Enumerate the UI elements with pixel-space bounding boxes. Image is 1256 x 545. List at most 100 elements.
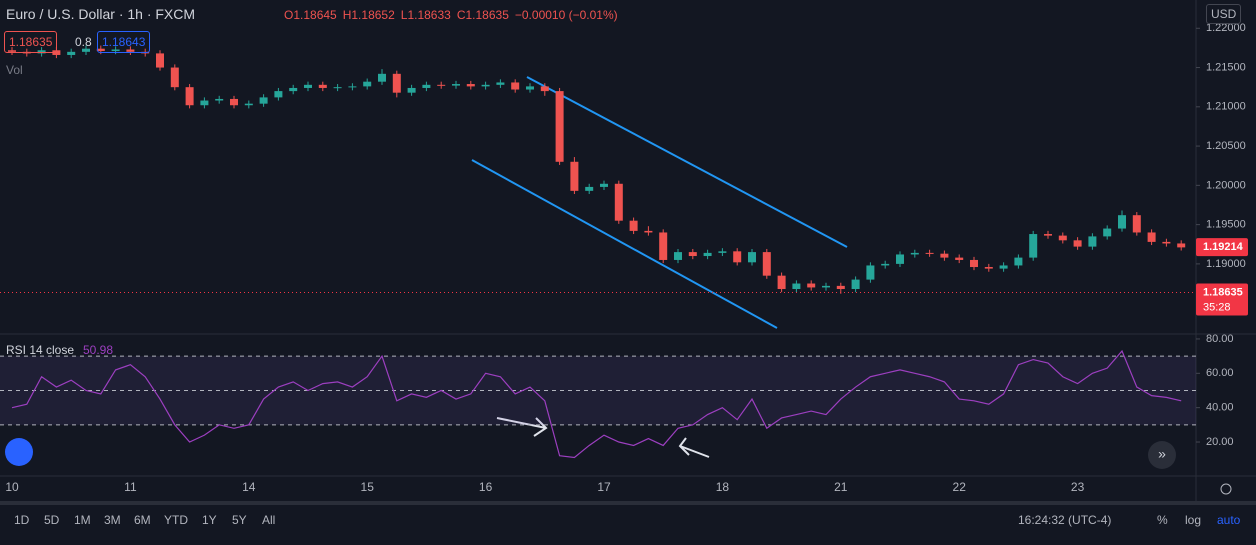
candle-body [925,252,934,254]
candle-body [111,49,120,52]
sell-button[interactable]: 1.18635 [4,31,58,53]
y-tick-label: 60.00 [1206,367,1234,379]
candle-body [540,86,549,92]
candle-body [970,259,978,268]
symbol-title[interactable]: Euro / U.S. Dollar · 1h · FXCM [6,6,196,22]
candle-body [674,252,682,260]
range-button[interactable]: 6M [134,513,151,527]
channel-lower[interactable] [471,159,778,329]
range-button[interactable]: YTD [164,513,188,527]
high: H1.18652 [342,8,395,22]
x-tick-label: 14 [242,480,256,494]
arrow-left[interactable] [678,437,710,458]
rsi-line [11,349,1182,459]
rsi-band [0,356,1196,425]
channel-upper[interactable] [526,76,848,248]
candle-body [822,285,830,288]
candle-body [703,252,712,257]
indicator-value: 50.98 [83,343,113,357]
candle-body [555,91,564,162]
x-tick-label: 22 [953,480,967,494]
candle-body [126,49,135,52]
y-tick-label: 80.00 [1206,333,1234,345]
candle-body [437,84,446,86]
candle-body [52,50,61,55]
candle-body [614,183,623,221]
x-tick-label: 18 [716,480,730,494]
candle-body [762,252,771,276]
x-tick-label: 17 [597,480,611,494]
candle-body [940,253,949,258]
price-tag [1196,283,1248,316]
range-button[interactable]: 5Y [232,513,247,527]
candle-body [688,252,697,257]
candle-body [1029,234,1038,258]
candle-body [200,100,209,106]
range-button[interactable]: All [262,513,276,527]
price-tag [1196,238,1248,257]
currency-button[interactable]: USD [1206,4,1242,24]
y-tick-label: 40.00 [1206,402,1234,414]
candle-body [807,283,816,288]
candle-body [644,230,653,233]
percent-button[interactable]: % [1157,513,1168,527]
candle-body [896,254,904,264]
candle-body [96,48,105,52]
candle-body [585,186,594,191]
candle-body [748,252,756,263]
open: O1.18645 [284,8,337,22]
range-button[interactable]: 5D [44,513,60,527]
candle-body [881,263,890,266]
candle-body [82,48,90,52]
candle-body [836,285,845,290]
candle-body [170,67,179,88]
spread: 0.8 [75,35,92,49]
candle-body [1162,241,1171,244]
candle-body [792,283,801,290]
arrow-right[interactable] [496,417,548,437]
candle-body [304,84,312,88]
candle-body [999,265,1008,269]
candle-body [318,84,327,88]
change: −0.00010 (−0.01%) [514,8,618,22]
auto-button[interactable]: auto [1217,513,1241,527]
close: C1.18635 [456,8,509,22]
scroll-button[interactable] [1148,441,1176,469]
range-button[interactable]: 1M [74,513,91,527]
candle-body [1088,236,1097,247]
logo-button[interactable] [5,438,33,466]
candle-body [185,87,194,106]
price-tag-label: 1.19214 [1203,241,1244,253]
range-button[interactable]: 1Y [202,513,217,527]
candle-body [1058,235,1067,241]
candle-body [244,103,253,106]
candle-body [733,251,742,263]
clock: 16:24:32 (UTC-4) [1018,513,1112,527]
settings-icon[interactable] [1220,483,1232,495]
buy-button[interactable]: 1.18643 [97,31,151,53]
candle-body [1014,257,1023,266]
candle-body [496,82,505,85]
candle-body [955,257,964,260]
y-tick-label: 1.19000 [1206,258,1246,270]
y-tick-label: 1.21000 [1206,101,1246,113]
range-button[interactable]: 1D [14,513,30,527]
candle-body [67,51,76,55]
candle-body [274,91,283,98]
candle-body [230,98,238,106]
candle-body [156,53,164,68]
candle-body [37,50,46,54]
x-tick-label: 16 [479,480,493,494]
candle-body [452,84,460,86]
candle-body [600,183,608,187]
range-button[interactable]: 3M [104,513,121,527]
y-tick-label: 20.00 [1206,436,1234,448]
log-button[interactable]: log [1185,513,1202,527]
ohlc-legend: O1.18645 H1.18652 L1.18633 C1.18635 −0.00010… [284,8,624,22]
low: L1.18633 [400,8,451,22]
scroll-icon[interactable]: » [1158,446,1166,462]
volume-label: Vol [6,63,23,77]
countdown: 35:28 [1203,301,1231,313]
